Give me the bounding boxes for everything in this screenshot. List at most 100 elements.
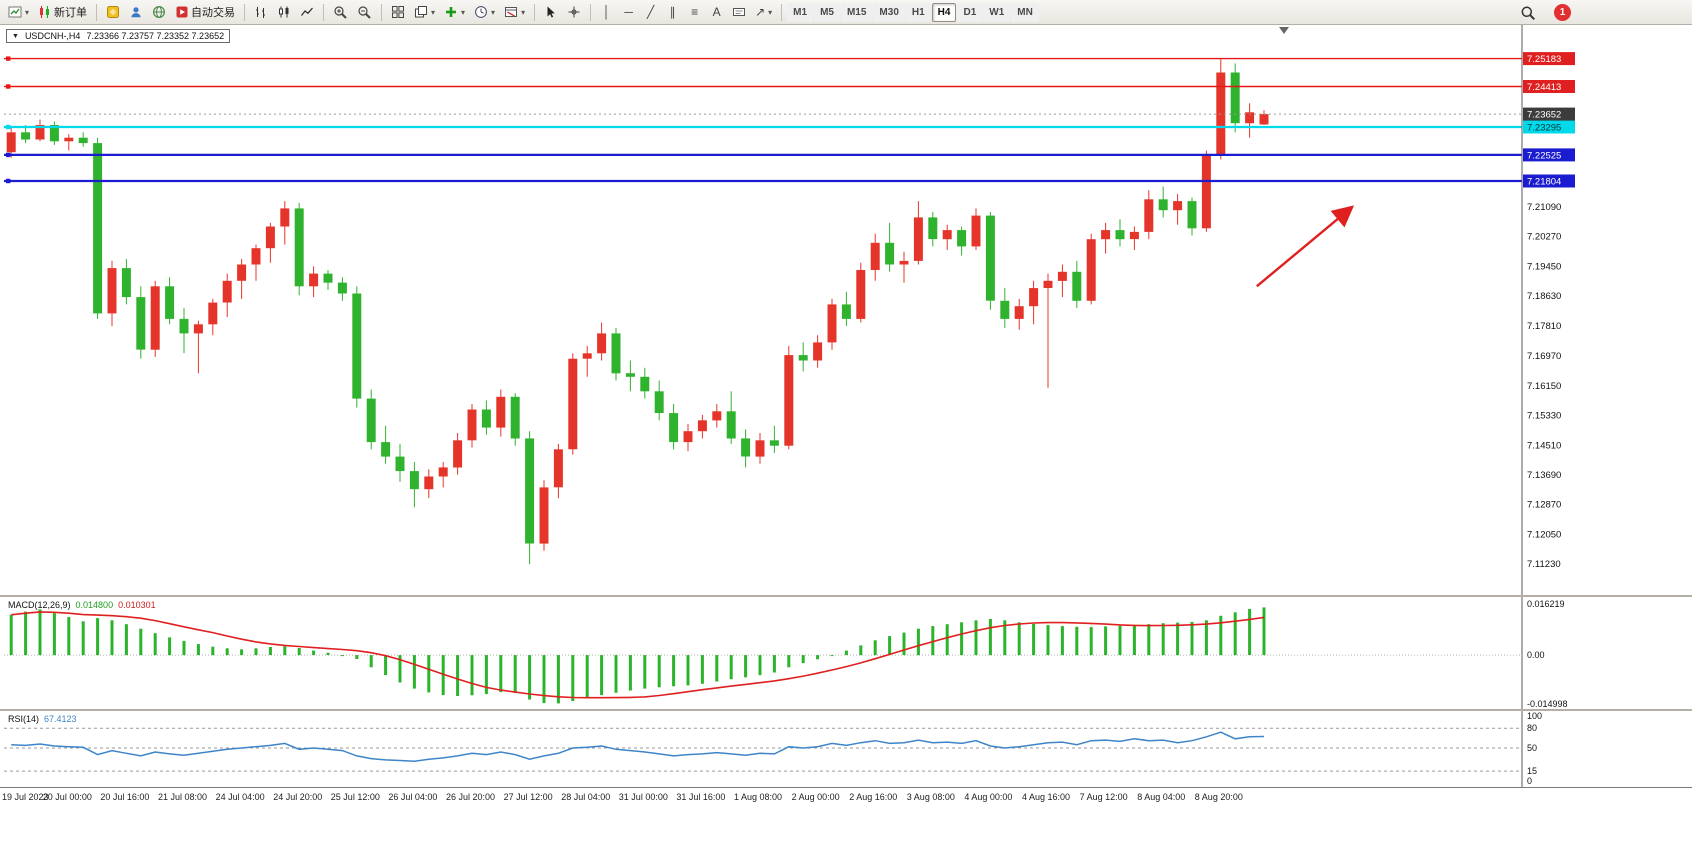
time-label: 4 Aug 16:00: [1022, 792, 1071, 802]
chart-ohlc-values: 7.23366 7.23757 7.23352 7.23652: [86, 31, 225, 41]
autotrading-icon: [176, 6, 188, 18]
timeframe-mn-button[interactable]: MN: [1011, 2, 1039, 22]
toolbar-separator: [96, 3, 98, 21]
rsi-line: [11, 731, 1265, 762]
price-line-7.23295[interactable]: 7.23295: [4, 120, 1575, 134]
clock-icon: [475, 6, 487, 18]
notification-badge[interactable]: 1: [1554, 4, 1571, 21]
svg-text:7.12050: 7.12050: [1527, 530, 1561, 541]
rsi-value: 67.4123: [44, 714, 77, 724]
timeframe-m15-button[interactable]: M15: [840, 2, 873, 22]
svg-text:7.13690: 7.13690: [1527, 470, 1561, 481]
svg-text:7.19450: 7.19450: [1527, 261, 1561, 272]
time-label: 3 Aug 08:00: [906, 792, 955, 802]
price-chart-canvas[interactable]: 7.25183 7.24413 7.23295 7.22525 7.21804 7.236…: [0, 25, 1692, 595]
market-button[interactable]: [148, 2, 170, 23]
rsi-panel-canvas[interactable]: 100 80 50 150: [0, 711, 1692, 787]
price-line-7.25183[interactable]: 7.25183: [4, 52, 1575, 66]
horizontal-line-tool-button[interactable]: ─: [618, 2, 639, 23]
channel-tool-button[interactable]: ∥: [662, 2, 683, 23]
trendline-icon: ╱: [646, 5, 655, 19]
svg-text:7.25183: 7.25183: [1527, 54, 1561, 65]
cursor-button[interactable]: [540, 2, 562, 23]
dropdown-icon: ▾: [461, 7, 466, 17]
svg-text:7.16150: 7.16150: [1527, 381, 1561, 392]
crosshair-button[interactable]: [563, 2, 585, 23]
text-tool-button[interactable]: A: [706, 2, 727, 23]
timeframe-h1-button[interactable]: H1: [905, 2, 931, 22]
time-axis[interactable]: 19 Jul 2023 20 Jul 00:00 20 Jul 16:00 21 Ju…: [0, 788, 1692, 810]
rsi-indicator-label: RSI(14) 67.4123: [8, 714, 77, 724]
periods-button[interactable]: ▾: [470, 2, 499, 23]
candlestick-mode-button[interactable]: [273, 2, 295, 23]
price-line-7.24413[interactable]: 7.24413: [4, 80, 1575, 93]
templates-button[interactable]: ▾: [500, 2, 529, 23]
timeframe-m30-button[interactable]: M30: [873, 2, 905, 22]
svg-text:80: 80: [1527, 723, 1537, 733]
metaeditor-button[interactable]: [102, 2, 124, 23]
time-label: 1 Aug 08:00: [734, 792, 783, 802]
price-line-7.21804[interactable]: 7.21804: [4, 174, 1575, 188]
svg-text:7.14510: 7.14510: [1527, 440, 1561, 451]
fibonacci-icon: ≡: [691, 5, 699, 19]
timeframe-m5-button[interactable]: M5: [814, 2, 840, 22]
cursor-icon: [547, 6, 555, 18]
annotation-arrow[interactable]: [1256, 205, 1355, 288]
time-label: 4 Aug 00:00: [964, 792, 1013, 802]
price-line-7.22525[interactable]: 7.22525: [4, 148, 1575, 162]
timeframe-m1-button[interactable]: M1: [787, 2, 814, 22]
zoom-in-button[interactable]: [329, 2, 352, 23]
price-axis-labels: 7.21090 7.20270 7.19450 7.18630 7.17810 7.169…: [1527, 202, 1561, 570]
panel-separator[interactable]: [0, 709, 1692, 711]
panel-separator[interactable]: [0, 595, 1692, 597]
time-label: 31 Jul 00:00: [618, 792, 668, 802]
casc-windows-icon: [415, 6, 428, 18]
template-icon: [505, 7, 518, 17]
current-price-marker: 7.23652: [4, 107, 1575, 121]
person-icon: [131, 7, 141, 18]
vertical-line-tool-button[interactable]: │: [596, 2, 617, 23]
cascade-windows-button[interactable]: ▾: [410, 2, 439, 23]
line-chart-mode-button[interactable]: [296, 2, 318, 23]
chart-shift-marker[interactable]: [1279, 27, 1289, 34]
zoom-out-button[interactable]: [353, 2, 376, 23]
label-tool-button[interactable]: [728, 2, 750, 23]
svg-text:7.22525: 7.22525: [1527, 150, 1561, 161]
dropdown-icon: ▾: [521, 7, 526, 17]
new-order-button[interactable]: 新订单: [34, 2, 91, 23]
community-button[interactable]: [125, 2, 147, 23]
chart-window: ▼ USDCNH-,H4 7.23366 7.23757 7.23352 7.2…: [0, 25, 1692, 852]
candles-series: [6, 58, 1269, 565]
search-button[interactable]: [1516, 2, 1540, 23]
tile-windows-button[interactable]: [387, 2, 409, 23]
timeframe-h4-button[interactable]: H4: [931, 2, 957, 22]
svg-text:7.21090: 7.21090: [1527, 202, 1561, 213]
macd-panel-canvas[interactable]: 0.016219 0.00 -0.014998: [0, 597, 1692, 709]
arrows-tool-button[interactable]: ↗ ▾: [751, 2, 776, 23]
macd-signal-line: [11, 611, 1265, 699]
toolbar-separator: [781, 3, 783, 21]
time-label: 24 Jul 04:00: [215, 792, 265, 802]
dropdown-icon: ▾: [768, 7, 773, 17]
timeframe-w1-button[interactable]: W1: [983, 2, 1011, 22]
time-label: 24 Jul 20:00: [273, 792, 323, 802]
dropdown-icon: ▾: [431, 7, 436, 17]
time-axis-border: [0, 787, 1692, 788]
channel-icon: ∥: [669, 5, 676, 19]
collapse-toggle-icon[interactable]: ▼: [12, 32, 19, 40]
rsi-name: RSI(14): [8, 714, 40, 724]
fibonacci-tool-button[interactable]: ≡: [684, 2, 705, 23]
toolbar-separator: [590, 3, 592, 21]
search-icon: [1521, 6, 1536, 20]
macd-histogram: [9, 607, 1266, 704]
svg-text:0: 0: [1527, 776, 1532, 786]
autotrading-button[interactable]: 自动交易: [171, 2, 239, 23]
timeframe-d1-button[interactable]: D1: [957, 2, 983, 22]
rsi-axis-labels: 100 80 50 150: [1527, 711, 1542, 786]
new-chart-button[interactable]: ▾: [4, 2, 33, 23]
bar-chart-mode-button[interactable]: [250, 2, 272, 23]
dropdown-icon: ▾: [25, 7, 30, 17]
indicators-button[interactable]: ▾: [440, 2, 469, 23]
trendline-tool-button[interactable]: ╱: [640, 2, 661, 23]
price-axis[interactable]: [1522, 25, 1692, 787]
